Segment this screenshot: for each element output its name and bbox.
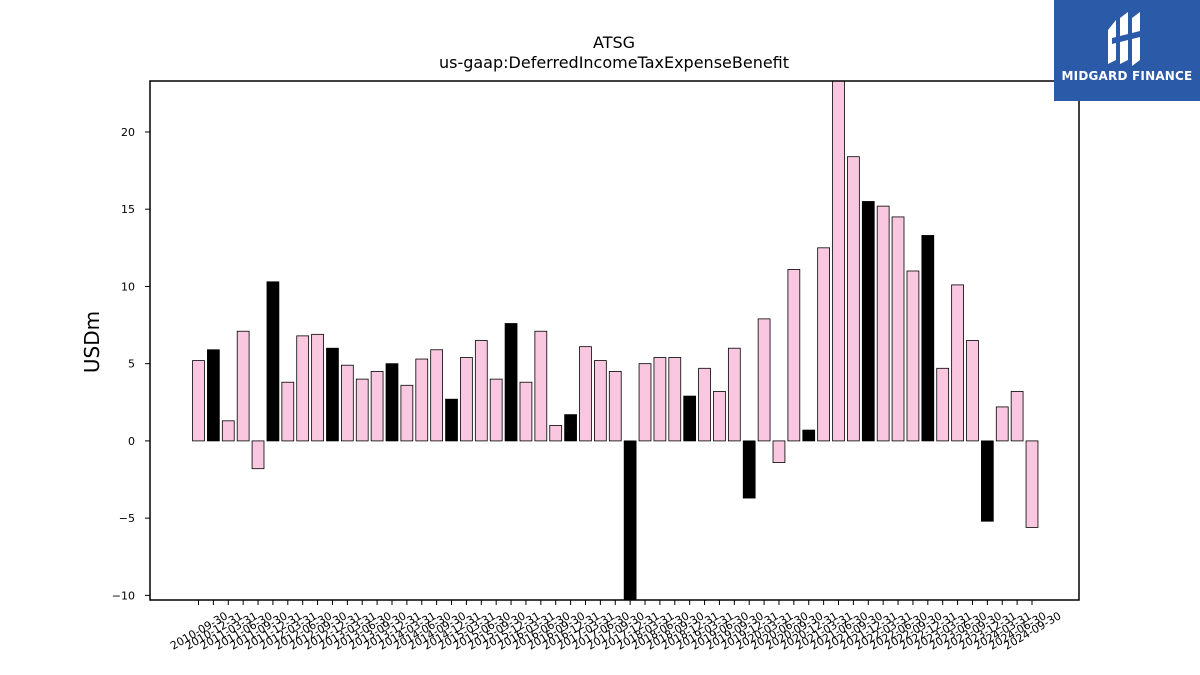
bar-2014-12-31 (445, 398, 458, 442)
y-tick-label: 5 (128, 358, 135, 371)
bar-2022-12-31 (921, 235, 935, 442)
bar-2016-12-31 (564, 414, 577, 442)
bar-2016-09-30 (549, 425, 563, 442)
bar-2023-09-30 (966, 340, 979, 442)
bar-2013-03-31 (340, 364, 354, 442)
bar-2011-12-31 (266, 281, 280, 442)
bar-2018-09-30 (668, 357, 682, 442)
bar-2021-12-31 (861, 201, 875, 442)
bar-2024-09-30 (1025, 440, 1039, 528)
bar-2013-06-30 (355, 378, 369, 442)
bar-2019-12-31 (742, 440, 756, 499)
y-tick-label: −5 (119, 512, 135, 525)
bar-2011-09-30 (251, 440, 265, 470)
bar-2024-06-30 (1010, 391, 1024, 442)
y-tick-label: 0 (128, 435, 135, 448)
bar-2018-12-31 (683, 395, 697, 442)
bar-2018-06-30 (653, 357, 667, 442)
bar-2018-03-31 (638, 363, 652, 442)
bar-2016-06-30 (534, 330, 548, 442)
y-tick-label: 15 (121, 203, 135, 216)
logo-text: MIDGARD FINANCE (1061, 69, 1193, 83)
bar-2016-03-31 (519, 381, 533, 442)
x-axis: 2010-09-302010-12-312011-03-312011-06-30… (168, 600, 1064, 653)
bar-2014-09-30 (430, 349, 444, 442)
bar-2017-06-30 (594, 360, 607, 442)
bar-2012-06-30 (296, 335, 310, 442)
bar-2019-09-30 (727, 347, 741, 442)
y-axis-label: USDm (80, 311, 104, 373)
chart-title: ATSG (593, 33, 635, 52)
bar-2013-09-30 (370, 370, 384, 442)
y-axis: −10 −5 0 5 10 15 20 (112, 126, 150, 602)
bar-2022-09-30 (906, 270, 920, 442)
y-tick-label: 10 (121, 280, 135, 293)
bar-2020-06-30 (772, 440, 786, 463)
bar-2019-06-30 (713, 391, 726, 442)
bar-2015-09-30 (489, 378, 503, 442)
bar-2020-12-31 (802, 429, 816, 442)
bar-2012-09-30 (311, 333, 324, 442)
y-tick-label: −10 (112, 589, 135, 602)
bar-2022-06-30 (891, 216, 905, 442)
bar-2011-06-30 (236, 330, 250, 442)
bar-2022-03-31 (876, 205, 890, 442)
bar-2012-03-31 (281, 381, 295, 442)
bar-2021-09-30 (847, 156, 860, 442)
bar-2021-06-30 (832, 80, 845, 442)
bar-2014-06-30 (415, 358, 429, 442)
bar-2014-03-31 (400, 384, 414, 442)
bar-2017-03-31 (579, 346, 592, 442)
bar-2013-12-31 (385, 363, 399, 442)
midgard-logo-icon (1108, 12, 1144, 66)
bar-2010-09-30 (192, 360, 205, 442)
bar-2017-09-30 (608, 370, 622, 442)
bar-2012-12-31 (326, 347, 339, 442)
bar-2019-03-31 (698, 367, 711, 442)
bar-2023-06-30 (951, 284, 964, 442)
bar-2023-03-31 (936, 367, 950, 442)
bar-2023-12-31 (980, 440, 994, 522)
bar-2015-12-31 (504, 323, 518, 442)
bar-2021-03-31 (817, 247, 830, 442)
bars-group (192, 80, 1039, 601)
bar-2020-03-31 (757, 318, 771, 442)
bar-2024-03-31 (995, 406, 1009, 442)
bar-2017-12-31 (623, 440, 637, 601)
bar-2020-09-30 (787, 269, 801, 442)
plot-frame (149, 80, 1080, 601)
chart-subtitle: us-gaap:DeferredIncomeTaxExpenseBenefit (439, 53, 789, 72)
bar-2010-12-31 (207, 349, 220, 442)
midgard-finance-logo: MIDGARD FINANCE (1054, 0, 1200, 101)
bar-2015-06-30 (474, 340, 488, 442)
bar-2011-03-31 (221, 420, 235, 442)
bar-2015-03-31 (460, 357, 473, 442)
y-tick-label: 20 (121, 126, 135, 139)
